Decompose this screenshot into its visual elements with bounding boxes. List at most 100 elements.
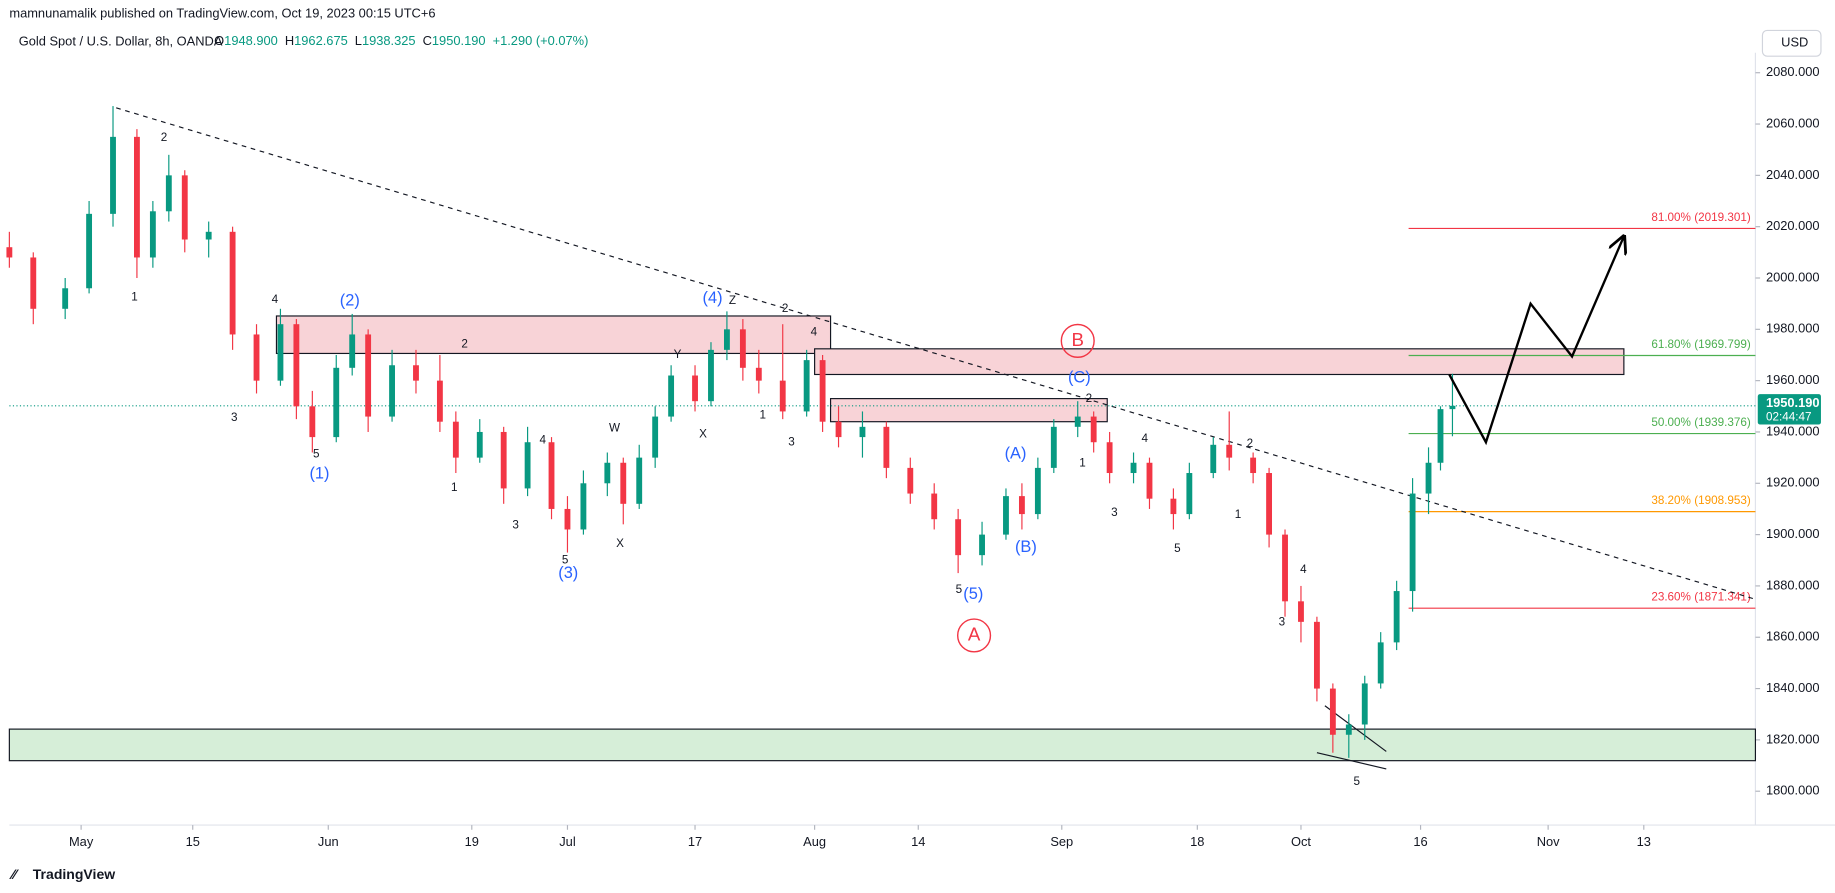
wave-label: (2): [340, 291, 360, 309]
candle-body: [723, 329, 730, 350]
candle-body: [1437, 409, 1444, 463]
candle-body: [1090, 416, 1097, 443]
candle-body: [1449, 405, 1456, 410]
wave-label: 5: [1354, 775, 1361, 788]
x-tick-label: 15: [186, 834, 200, 849]
candle-body: [1210, 444, 1217, 474]
candle-body: [524, 442, 531, 489]
wave-circle: [956, 618, 992, 653]
candle-body: [652, 416, 659, 458]
wave-label: 4: [272, 293, 279, 306]
footer-logo: ⁄⁄: [9, 866, 19, 882]
x-tick-label: Jun: [318, 834, 339, 849]
candle-body: [1361, 683, 1368, 725]
wave-label: 5: [562, 554, 569, 567]
x-tick-label: Oct: [1291, 834, 1311, 849]
candle-body: [253, 334, 260, 381]
fib-label: 23.60% (1871.341): [1651, 591, 1751, 604]
candle-body: [755, 367, 762, 381]
y-tick-label: 1840.000: [1766, 680, 1820, 695]
candle-body: [604, 462, 611, 484]
ohlc-value: 1950.190: [432, 34, 486, 49]
candle-body: [293, 324, 300, 407]
y-tick-label: 1940.000: [1766, 423, 1820, 438]
y-tick-label: 2000.000: [1766, 269, 1820, 284]
zone: [829, 398, 1108, 423]
candle-body: [1034, 467, 1041, 515]
ohlc-value: 1948.900: [224, 34, 278, 49]
candle-body: [883, 426, 890, 468]
trendline: [116, 107, 1756, 600]
wave-label: 1: [451, 481, 458, 494]
candle-body: [349, 334, 356, 368]
y-tick-label: 1900.000: [1766, 526, 1820, 541]
y-tick-label: 1820.000: [1766, 731, 1820, 746]
currency-button[interactable]: [1761, 29, 1822, 57]
footer-brand: TradingView: [33, 866, 115, 882]
candle-body: [6, 247, 13, 258]
candle-body: [1074, 416, 1081, 427]
change: +1.290 (+0.07%): [493, 34, 589, 49]
wave-circle: [1060, 323, 1095, 358]
wave-label: 5: [956, 583, 963, 596]
candle-body: [692, 375, 698, 402]
candle-body: [181, 175, 188, 240]
x-tick-label: 13: [1637, 834, 1651, 849]
wave-label: 4: [539, 433, 546, 446]
wave-label: (4): [703, 289, 723, 307]
candle-body: [548, 442, 555, 509]
ohlc-label: C: [423, 34, 432, 49]
candle-body: [1266, 473, 1273, 535]
candle-body: [979, 534, 985, 556]
candle-body: [1282, 534, 1288, 602]
x-tick-label: May: [69, 834, 94, 849]
candle-body: [1170, 498, 1177, 515]
candle-body: [1226, 444, 1233, 458]
candle-body: [859, 426, 866, 438]
candle-body: [1146, 462, 1153, 499]
y-tick-label: 1960.000: [1766, 372, 1820, 387]
wave-label: (A): [1005, 445, 1027, 463]
wave-label: 5: [1174, 542, 1181, 555]
wave-label: X: [699, 428, 707, 441]
candle-body: [277, 324, 284, 381]
x-tick-label: Jul: [559, 834, 575, 849]
wave-label: W: [609, 421, 620, 434]
wave-label: 2: [1086, 392, 1093, 405]
projection: [1448, 236, 1624, 446]
candle-body: [1329, 688, 1336, 735]
wave-label: Z: [729, 294, 736, 307]
candle-body: [955, 519, 962, 556]
countdown: 02:44:47: [1766, 411, 1811, 424]
x-tick-label: Aug: [803, 834, 826, 849]
candle-body: [1298, 601, 1304, 622]
y-tick-label: 1920.000: [1766, 475, 1820, 490]
candle-body: [452, 421, 459, 458]
candle-body: [803, 360, 810, 412]
candle-body: [1393, 591, 1400, 643]
fib-label: 50.00% (1939.376): [1651, 416, 1751, 429]
wave-label: 3: [231, 411, 238, 424]
wave-label: X: [616, 537, 624, 550]
y-tick-label: 1980.000: [1766, 321, 1820, 336]
last-price-label: 1950.190: [1766, 395, 1820, 410]
ohlc-label: L: [355, 34, 362, 49]
candle-body: [1106, 442, 1113, 474]
zone: [8, 728, 1757, 762]
wave-label: 4: [1300, 563, 1307, 576]
wave-label: 3: [1111, 506, 1118, 519]
candle-body: [708, 349, 714, 402]
candle-body: [365, 334, 372, 417]
candle-body: [500, 431, 507, 489]
last-price-badge: [1757, 394, 1821, 425]
y-tick-label: 2060.000: [1766, 115, 1820, 130]
ohlc-value: 1938.325: [362, 34, 416, 49]
candle-body: [389, 365, 395, 417]
y-tick-label: 1880.000: [1766, 577, 1820, 592]
candle-body: [779, 380, 786, 412]
candle-body: [333, 367, 340, 438]
candle-body: [819, 360, 826, 422]
candle-body: [835, 421, 842, 438]
